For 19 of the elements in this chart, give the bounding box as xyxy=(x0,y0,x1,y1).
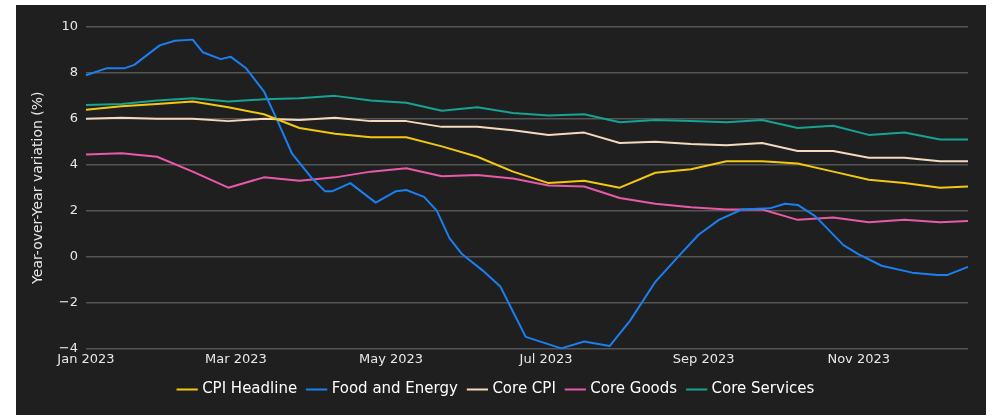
legend-label: CPI Headline xyxy=(202,379,298,398)
legend-label: Core Goods xyxy=(590,379,678,398)
y-tick-label: 8 xyxy=(69,64,78,80)
x-tick-label: Mar 2023 xyxy=(205,350,267,366)
y-tick-label: 2 xyxy=(69,202,78,218)
y-tick-label: 6 xyxy=(69,110,78,126)
y-tick-label: 10 xyxy=(61,18,78,34)
y-axis-title: Year-over-Year variation (%) xyxy=(29,91,46,285)
legend-label: Core Services xyxy=(711,379,815,398)
y-tick-label: 0 xyxy=(69,247,78,263)
x-tick-label: Jul 2023 xyxy=(518,350,573,366)
legend-label: Core CPI xyxy=(492,379,556,398)
y-tick-label: 4 xyxy=(69,156,78,172)
x-tick-label: Sep 2023 xyxy=(672,350,735,366)
x-tick-label: May 2023 xyxy=(358,350,424,366)
legend-label: Food and Energy xyxy=(331,379,459,398)
x-tick-label: Nov 2023 xyxy=(827,350,890,366)
y-tick-label: −2 xyxy=(58,293,78,309)
y-tick-label: −4 xyxy=(58,339,78,355)
